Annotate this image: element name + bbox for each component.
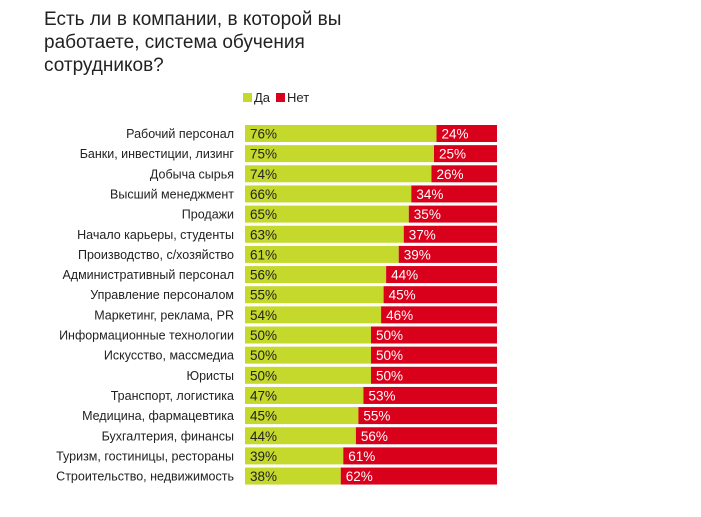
- bar-yes: [245, 145, 434, 163]
- data-label-no: 44%: [391, 268, 418, 283]
- data-label-no: 35%: [414, 207, 441, 222]
- bar-yes: [245, 467, 341, 485]
- bar-yes: [245, 165, 432, 183]
- data-label-no: 24%: [442, 127, 469, 142]
- bar-no: [355, 427, 497, 445]
- data-label-no: 55%: [363, 409, 390, 424]
- data-label-no: 37%: [409, 227, 436, 242]
- data-label-no: 62%: [346, 469, 373, 484]
- data-label-yes: 63%: [250, 227, 277, 242]
- category-label: Медицина, фармацевтика: [82, 409, 234, 423]
- bar-no: [408, 205, 497, 223]
- category-label: Строительство, недвижимость: [56, 470, 234, 484]
- bar-no: [434, 145, 497, 163]
- data-label-no: 61%: [348, 449, 375, 464]
- category-label: Туризм, гостиницы, рестораны: [56, 449, 234, 463]
- bar-yes: [245, 125, 437, 142]
- data-label-no: 45%: [389, 288, 416, 303]
- data-label-no: 50%: [376, 368, 403, 383]
- bar-yes: [245, 245, 399, 263]
- bar-yes: [245, 386, 364, 404]
- bar-no: [371, 366, 497, 384]
- bar-yes: [245, 427, 356, 445]
- category-label: Продажи: [182, 208, 234, 222]
- data-label-yes: 38%: [250, 469, 277, 484]
- bar-yes: [245, 306, 382, 324]
- bar-yes: [245, 326, 371, 344]
- bar-yes: [245, 286, 384, 304]
- bar-no: [403, 225, 497, 243]
- bar-yes: [245, 407, 359, 425]
- bar-no: [411, 185, 497, 203]
- data-label-yes: 39%: [250, 449, 277, 464]
- category-label: Начало карьеры, студенты: [77, 228, 234, 242]
- legend-swatch-no: [276, 93, 286, 102]
- bar-no: [371, 346, 497, 364]
- bar-no: [358, 407, 497, 425]
- category-label: Производство, с/хозяйство: [78, 248, 234, 262]
- data-label-no: 26%: [436, 167, 463, 182]
- data-label-yes: 61%: [250, 247, 277, 262]
- category-label: Маркетинг, реклама, PR: [94, 308, 234, 322]
- category-label: Искусство, массмедиа: [104, 349, 234, 363]
- bar-no: [363, 386, 497, 404]
- legend-label-no: Нет: [287, 90, 310, 105]
- category-label: Рабочий персонал: [126, 127, 234, 141]
- data-label-yes: 47%: [250, 388, 277, 403]
- bar-no: [431, 165, 497, 183]
- legend-label-yes: Да: [254, 90, 271, 105]
- legend-item-no: Нет: [276, 90, 309, 105]
- data-label-yes: 54%: [250, 308, 277, 323]
- bar-yes: [245, 447, 344, 465]
- category-label: Добыча сырья: [150, 167, 234, 181]
- data-label-yes: 50%: [250, 368, 277, 383]
- chart-title: Есть ли в компании, в которой вы работае…: [44, 9, 342, 76]
- data-label-yes: 50%: [250, 348, 277, 363]
- data-label-no: 39%: [404, 247, 431, 262]
- bar-no: [386, 266, 497, 284]
- data-label-no: 50%: [376, 328, 403, 343]
- category-label: Информационные технологии: [59, 329, 234, 343]
- category-label: Высший менеджмент: [110, 187, 234, 201]
- bar-no: [343, 447, 497, 465]
- bar-yes: [245, 225, 404, 243]
- bar-no: [436, 125, 497, 142]
- bar-no: [398, 245, 497, 263]
- bar-no: [340, 467, 497, 485]
- data-label-yes: 44%: [250, 429, 277, 444]
- category-label: Транспорт, логистика: [111, 389, 234, 403]
- legend-item-yes: Да: [243, 90, 270, 105]
- data-label-no: 46%: [386, 308, 413, 323]
- category-label: Юристы: [186, 369, 234, 383]
- bar-yes: [245, 205, 409, 223]
- data-label-no: 56%: [361, 429, 388, 444]
- data-label-yes: 45%: [250, 409, 277, 424]
- data-label-yes: 56%: [250, 268, 277, 283]
- data-label-no: 25%: [439, 147, 466, 162]
- category-label: Управление персоналом: [90, 288, 234, 302]
- data-label-no: 50%: [376, 348, 403, 363]
- data-label-yes: 76%: [250, 127, 277, 142]
- bar-yes: [245, 346, 371, 364]
- data-label-no: 34%: [416, 187, 443, 202]
- data-label-no: 53%: [368, 388, 395, 403]
- category-label: Бухгалтерия, финансы: [102, 429, 234, 443]
- bar-yes: [245, 366, 371, 384]
- bar-no: [381, 306, 497, 324]
- category-label: Банки, инвестиции, лизинг: [80, 147, 235, 161]
- data-label-yes: 74%: [250, 167, 277, 182]
- legend: Да Нет: [243, 90, 309, 105]
- data-label-yes: 66%: [250, 187, 277, 202]
- data-label-yes: 50%: [250, 328, 277, 343]
- bar-no: [383, 286, 497, 304]
- category-label: Административный персонал: [62, 268, 234, 282]
- data-label-yes: 65%: [250, 207, 277, 222]
- data-label-yes: 75%: [250, 147, 277, 162]
- data-label-yes: 55%: [250, 288, 277, 303]
- bar-yes: [245, 266, 387, 284]
- legend-swatch-yes: [243, 93, 252, 102]
- bar-no: [371, 326, 497, 344]
- bar-yes: [245, 185, 412, 203]
